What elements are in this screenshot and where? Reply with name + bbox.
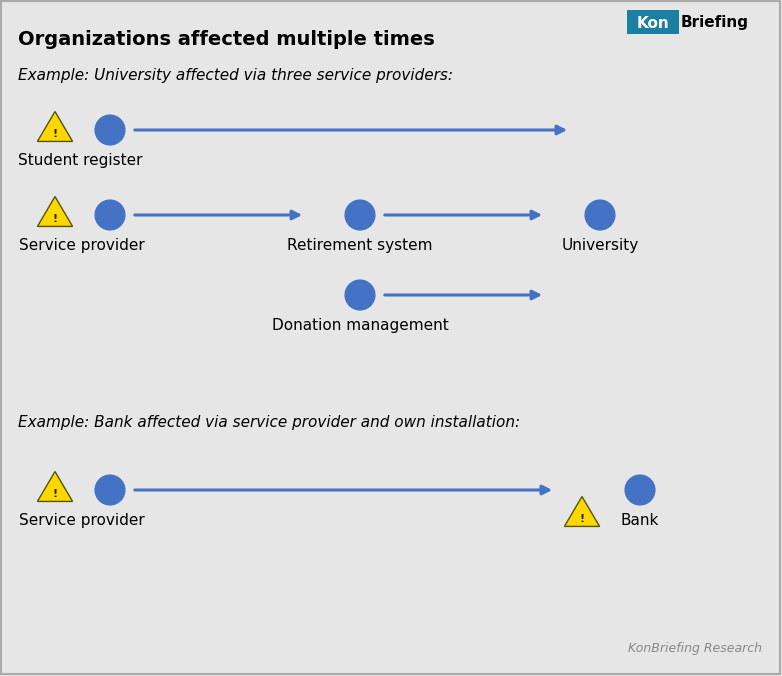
Text: Example: Bank affected via service provider and own installation:: Example: Bank affected via service provi… — [18, 415, 520, 430]
Polygon shape — [565, 497, 600, 527]
Polygon shape — [38, 112, 73, 141]
Text: Organizations affected multiple times: Organizations affected multiple times — [18, 30, 435, 49]
Circle shape — [345, 200, 375, 230]
Text: Student register: Student register — [18, 153, 142, 168]
Text: !: ! — [52, 489, 58, 499]
Polygon shape — [38, 197, 73, 226]
Circle shape — [95, 115, 125, 145]
Text: Example: University affected via three service providers:: Example: University affected via three s… — [18, 68, 453, 83]
Text: !: ! — [52, 129, 58, 139]
Text: Bank: Bank — [621, 513, 659, 528]
Circle shape — [95, 475, 125, 505]
Circle shape — [95, 200, 125, 230]
Polygon shape — [38, 472, 73, 502]
Text: !: ! — [52, 214, 58, 224]
Text: KonBriefing Research: KonBriefing Research — [628, 642, 762, 655]
Text: Donation management: Donation management — [271, 318, 448, 333]
Text: Service provider: Service provider — [19, 513, 145, 528]
Text: Retirement system: Retirement system — [287, 238, 432, 253]
Circle shape — [345, 280, 375, 310]
Text: Briefing: Briefing — [681, 16, 749, 30]
Circle shape — [585, 200, 615, 230]
FancyBboxPatch shape — [627, 10, 679, 34]
Text: !: ! — [579, 514, 585, 524]
Text: Kon: Kon — [637, 16, 669, 30]
Text: Service provider: Service provider — [19, 238, 145, 253]
Text: University: University — [561, 238, 639, 253]
Circle shape — [625, 475, 655, 505]
